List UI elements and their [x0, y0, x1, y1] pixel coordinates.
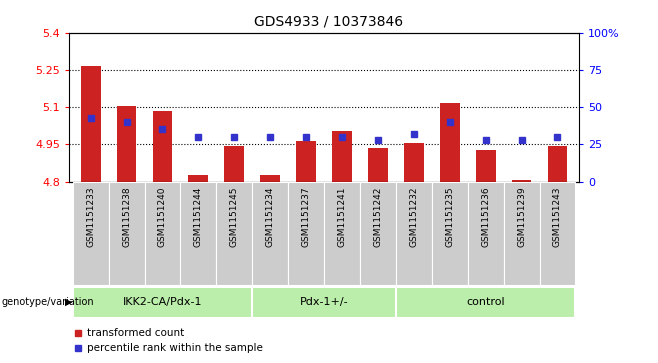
Text: GSM1151243: GSM1151243 [553, 187, 562, 247]
Text: GSM1151237: GSM1151237 [301, 187, 311, 247]
Bar [81, 66, 101, 182]
Text: genotype/variation: genotype/variation [1, 297, 94, 307]
Text: GSM1151242: GSM1151242 [374, 187, 382, 247]
Bar [72, 287, 252, 318]
Text: GSM1151241: GSM1151241 [338, 187, 347, 247]
Text: GSM1151238: GSM1151238 [122, 187, 131, 247]
Bar [332, 131, 352, 182]
Bar [153, 111, 172, 182]
Text: control: control [467, 297, 505, 307]
Bar [72, 182, 109, 285]
Bar [261, 175, 280, 182]
Text: GSM1151235: GSM1151235 [445, 187, 454, 247]
Text: Pdx-1+/-: Pdx-1+/- [300, 297, 348, 307]
Bar [252, 287, 396, 318]
Bar [468, 182, 503, 285]
Bar [324, 182, 360, 285]
Bar [512, 180, 532, 182]
Bar [252, 182, 288, 285]
Text: GSM1151236: GSM1151236 [481, 187, 490, 247]
Bar [296, 140, 316, 182]
Text: GSM1151245: GSM1151245 [230, 187, 239, 247]
Bar [547, 146, 567, 182]
Bar [396, 182, 432, 285]
Bar [288, 182, 324, 285]
Text: ▶: ▶ [64, 297, 72, 307]
Bar [432, 182, 468, 285]
Text: GSM1151244: GSM1151244 [194, 187, 203, 247]
Bar [476, 151, 495, 182]
Bar [440, 103, 460, 182]
Bar [503, 182, 540, 285]
Bar [404, 143, 424, 182]
Bar [396, 287, 576, 318]
Legend: transformed count, percentile rank within the sample: transformed count, percentile rank withi… [74, 328, 263, 354]
Bar [224, 146, 244, 182]
Bar [540, 182, 576, 285]
Text: GSM1151239: GSM1151239 [517, 187, 526, 247]
Text: GDS4933 / 10373846: GDS4933 / 10373846 [255, 15, 403, 29]
Bar [216, 182, 252, 285]
Text: GSM1151233: GSM1151233 [86, 187, 95, 247]
Bar [180, 182, 216, 285]
Text: IKK2-CA/Pdx-1: IKK2-CA/Pdx-1 [122, 297, 202, 307]
Text: GSM1151234: GSM1151234 [266, 187, 274, 247]
Bar [360, 182, 396, 285]
Bar [116, 106, 136, 182]
Bar [109, 182, 145, 285]
Text: GSM1151240: GSM1151240 [158, 187, 167, 247]
Bar [145, 182, 180, 285]
Text: GSM1151232: GSM1151232 [409, 187, 418, 247]
Bar [188, 175, 208, 182]
Bar [368, 148, 388, 182]
